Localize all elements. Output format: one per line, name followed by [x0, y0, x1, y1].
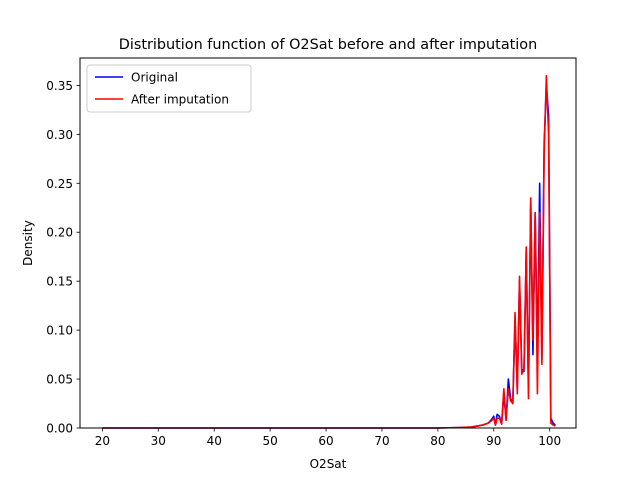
- x-tick-label: 20: [95, 434, 110, 448]
- x-axis: 20 30 40 50 60 70 80 90 100: [95, 428, 561, 448]
- legend: Original After imputation: [86, 64, 252, 113]
- x-tick-label: 90: [486, 434, 501, 448]
- y-axis-label: Density: [21, 220, 35, 266]
- y-tick-label: 0.20: [46, 226, 73, 240]
- x-tick-label: 40: [207, 434, 222, 448]
- legend-label: Original: [131, 71, 178, 85]
- x-tick-label: 30: [151, 434, 166, 448]
- legend-box: [86, 64, 252, 113]
- x-tick-label: 80: [430, 434, 445, 448]
- y-tick-label: 0.10: [46, 324, 73, 338]
- series-line-original: [102, 84, 556, 429]
- x-tick-label: 50: [262, 434, 277, 448]
- y-tick-label: 0.05: [46, 373, 73, 387]
- x-tick-label: 70: [374, 434, 389, 448]
- chart-title: Distribution function of O2Sat before an…: [119, 37, 537, 53]
- series-line-after-imputation: [102, 74, 556, 429]
- y-tick-label: 0.35: [46, 79, 73, 93]
- legend-label: After imputation: [131, 93, 229, 107]
- plot-frame: [79, 57, 577, 429]
- x-tick-label: 60: [318, 434, 333, 448]
- x-tick-label: 100: [538, 434, 561, 448]
- y-tick-label: 0.15: [46, 275, 73, 289]
- y-tick-label: 0.30: [46, 128, 73, 142]
- y-tick-label: 0.00: [46, 422, 73, 436]
- series-group: [102, 74, 556, 429]
- y-axis: 0.00 0.05 0.10 0.15 0.20 0.25 0.30 0.35: [46, 79, 80, 436]
- y-tick-label: 0.25: [46, 177, 73, 191]
- x-axis-label: O2Sat: [310, 457, 347, 471]
